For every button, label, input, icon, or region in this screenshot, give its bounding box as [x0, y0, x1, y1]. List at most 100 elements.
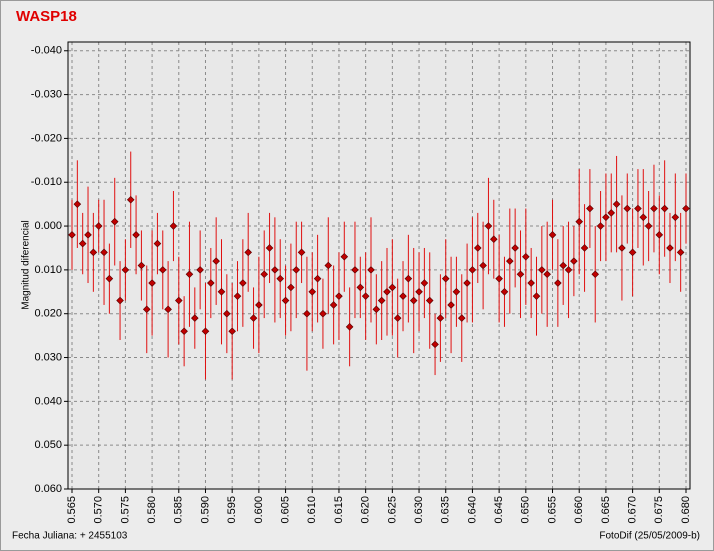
data-point [351, 266, 359, 274]
data-point [644, 222, 653, 230]
x-tick-label: 0.640 [466, 496, 478, 524]
data-point [356, 283, 365, 292]
data-point [174, 296, 183, 305]
data-point [484, 222, 493, 230]
x-tick-label: 0.675 [653, 496, 665, 524]
y-tick-label: -0.010 [31, 176, 62, 188]
data-point [655, 231, 664, 239]
data-point [212, 257, 220, 265]
data-point [169, 222, 178, 230]
plot-frame [67, 41, 691, 490]
data-point [404, 274, 413, 283]
data-point [516, 270, 525, 279]
x-tick-label: 0.635 [440, 496, 452, 524]
y-tick-label: -0.030 [31, 88, 62, 100]
data-point [260, 270, 269, 279]
data-point [420, 279, 429, 287]
data-point [148, 279, 156, 287]
data-point [612, 200, 621, 208]
data-point [650, 204, 658, 213]
data-point [489, 235, 498, 244]
data-point [564, 266, 573, 274]
data-point [548, 231, 557, 239]
x-tick-label: 0.650 [520, 496, 532, 524]
x-tick-label: 0.610 [306, 496, 318, 524]
y-tick-label: -0.020 [31, 132, 62, 144]
data-point [345, 323, 354, 331]
data-point [393, 314, 402, 322]
data-point [94, 222, 103, 230]
x-tick-label: 0.580 [146, 496, 158, 524]
data-point [153, 239, 162, 248]
data-point [436, 314, 445, 322]
data-point [367, 266, 375, 274]
data-point [121, 266, 130, 274]
data-point [164, 305, 172, 314]
data-point [361, 292, 370, 300]
data-point [105, 274, 114, 283]
data-point [575, 217, 584, 226]
x-tick-label: 0.615 [333, 496, 345, 524]
data-point [628, 248, 637, 257]
data-point [287, 283, 295, 292]
data-point [634, 204, 642, 213]
data-point [110, 217, 119, 226]
data-point [495, 274, 503, 283]
data-point [377, 296, 386, 305]
data-point [281, 296, 290, 305]
data-point [463, 279, 471, 287]
data-point [319, 309, 327, 318]
x-axis-note: Fecha Juliana: + 2455103 [12, 531, 128, 542]
x-tick-label: 0.670 [627, 496, 639, 524]
x-tick-label: 0.655 [546, 496, 558, 524]
plot-area [68, 42, 690, 489]
data-point [276, 274, 285, 283]
data-point [527, 279, 535, 287]
data-point [329, 301, 338, 309]
data-point [255, 301, 263, 309]
y-tick-label: 0.010 [34, 264, 62, 276]
y-tick-label: 0.020 [34, 308, 62, 320]
data-point [676, 248, 685, 257]
data-point [425, 296, 434, 305]
data-point [447, 301, 455, 309]
x-tick-label: 0.605 [279, 496, 291, 524]
data-point [596, 222, 605, 230]
x-tick-label: 0.570 [93, 496, 105, 524]
data-point [303, 309, 311, 318]
data-point [335, 292, 343, 300]
y-tick-label: 0.050 [34, 439, 62, 451]
data-point [591, 270, 600, 279]
data-point [618, 244, 626, 252]
x-tick-label: 0.625 [386, 496, 398, 524]
y-tick-label: -0.040 [31, 45, 62, 57]
data-point [292, 266, 301, 274]
data-point [607, 209, 616, 217]
data-point [265, 244, 274, 252]
data-point [506, 257, 514, 265]
data-point [457, 314, 466, 322]
data-point [570, 257, 578, 265]
data-point [383, 287, 391, 296]
data-point [78, 239, 87, 248]
chart-title: WASP18 [16, 8, 77, 25]
data-point [142, 305, 151, 314]
x-tick-label: 0.665 [600, 496, 612, 524]
data-point [452, 287, 461, 296]
data-point [185, 270, 194, 279]
data-point [660, 204, 669, 213]
data-point [297, 248, 306, 257]
data-point [180, 327, 188, 336]
data-point [468, 266, 477, 274]
data-point [511, 244, 519, 252]
data-point [228, 327, 236, 336]
data-point [602, 213, 610, 222]
data-point [239, 279, 247, 287]
y-tick-label: 0.000 [34, 220, 62, 232]
data-point [217, 287, 226, 296]
data-point [522, 252, 530, 261]
data-point [639, 213, 648, 222]
data-point [666, 244, 674, 252]
data-point [388, 283, 397, 292]
